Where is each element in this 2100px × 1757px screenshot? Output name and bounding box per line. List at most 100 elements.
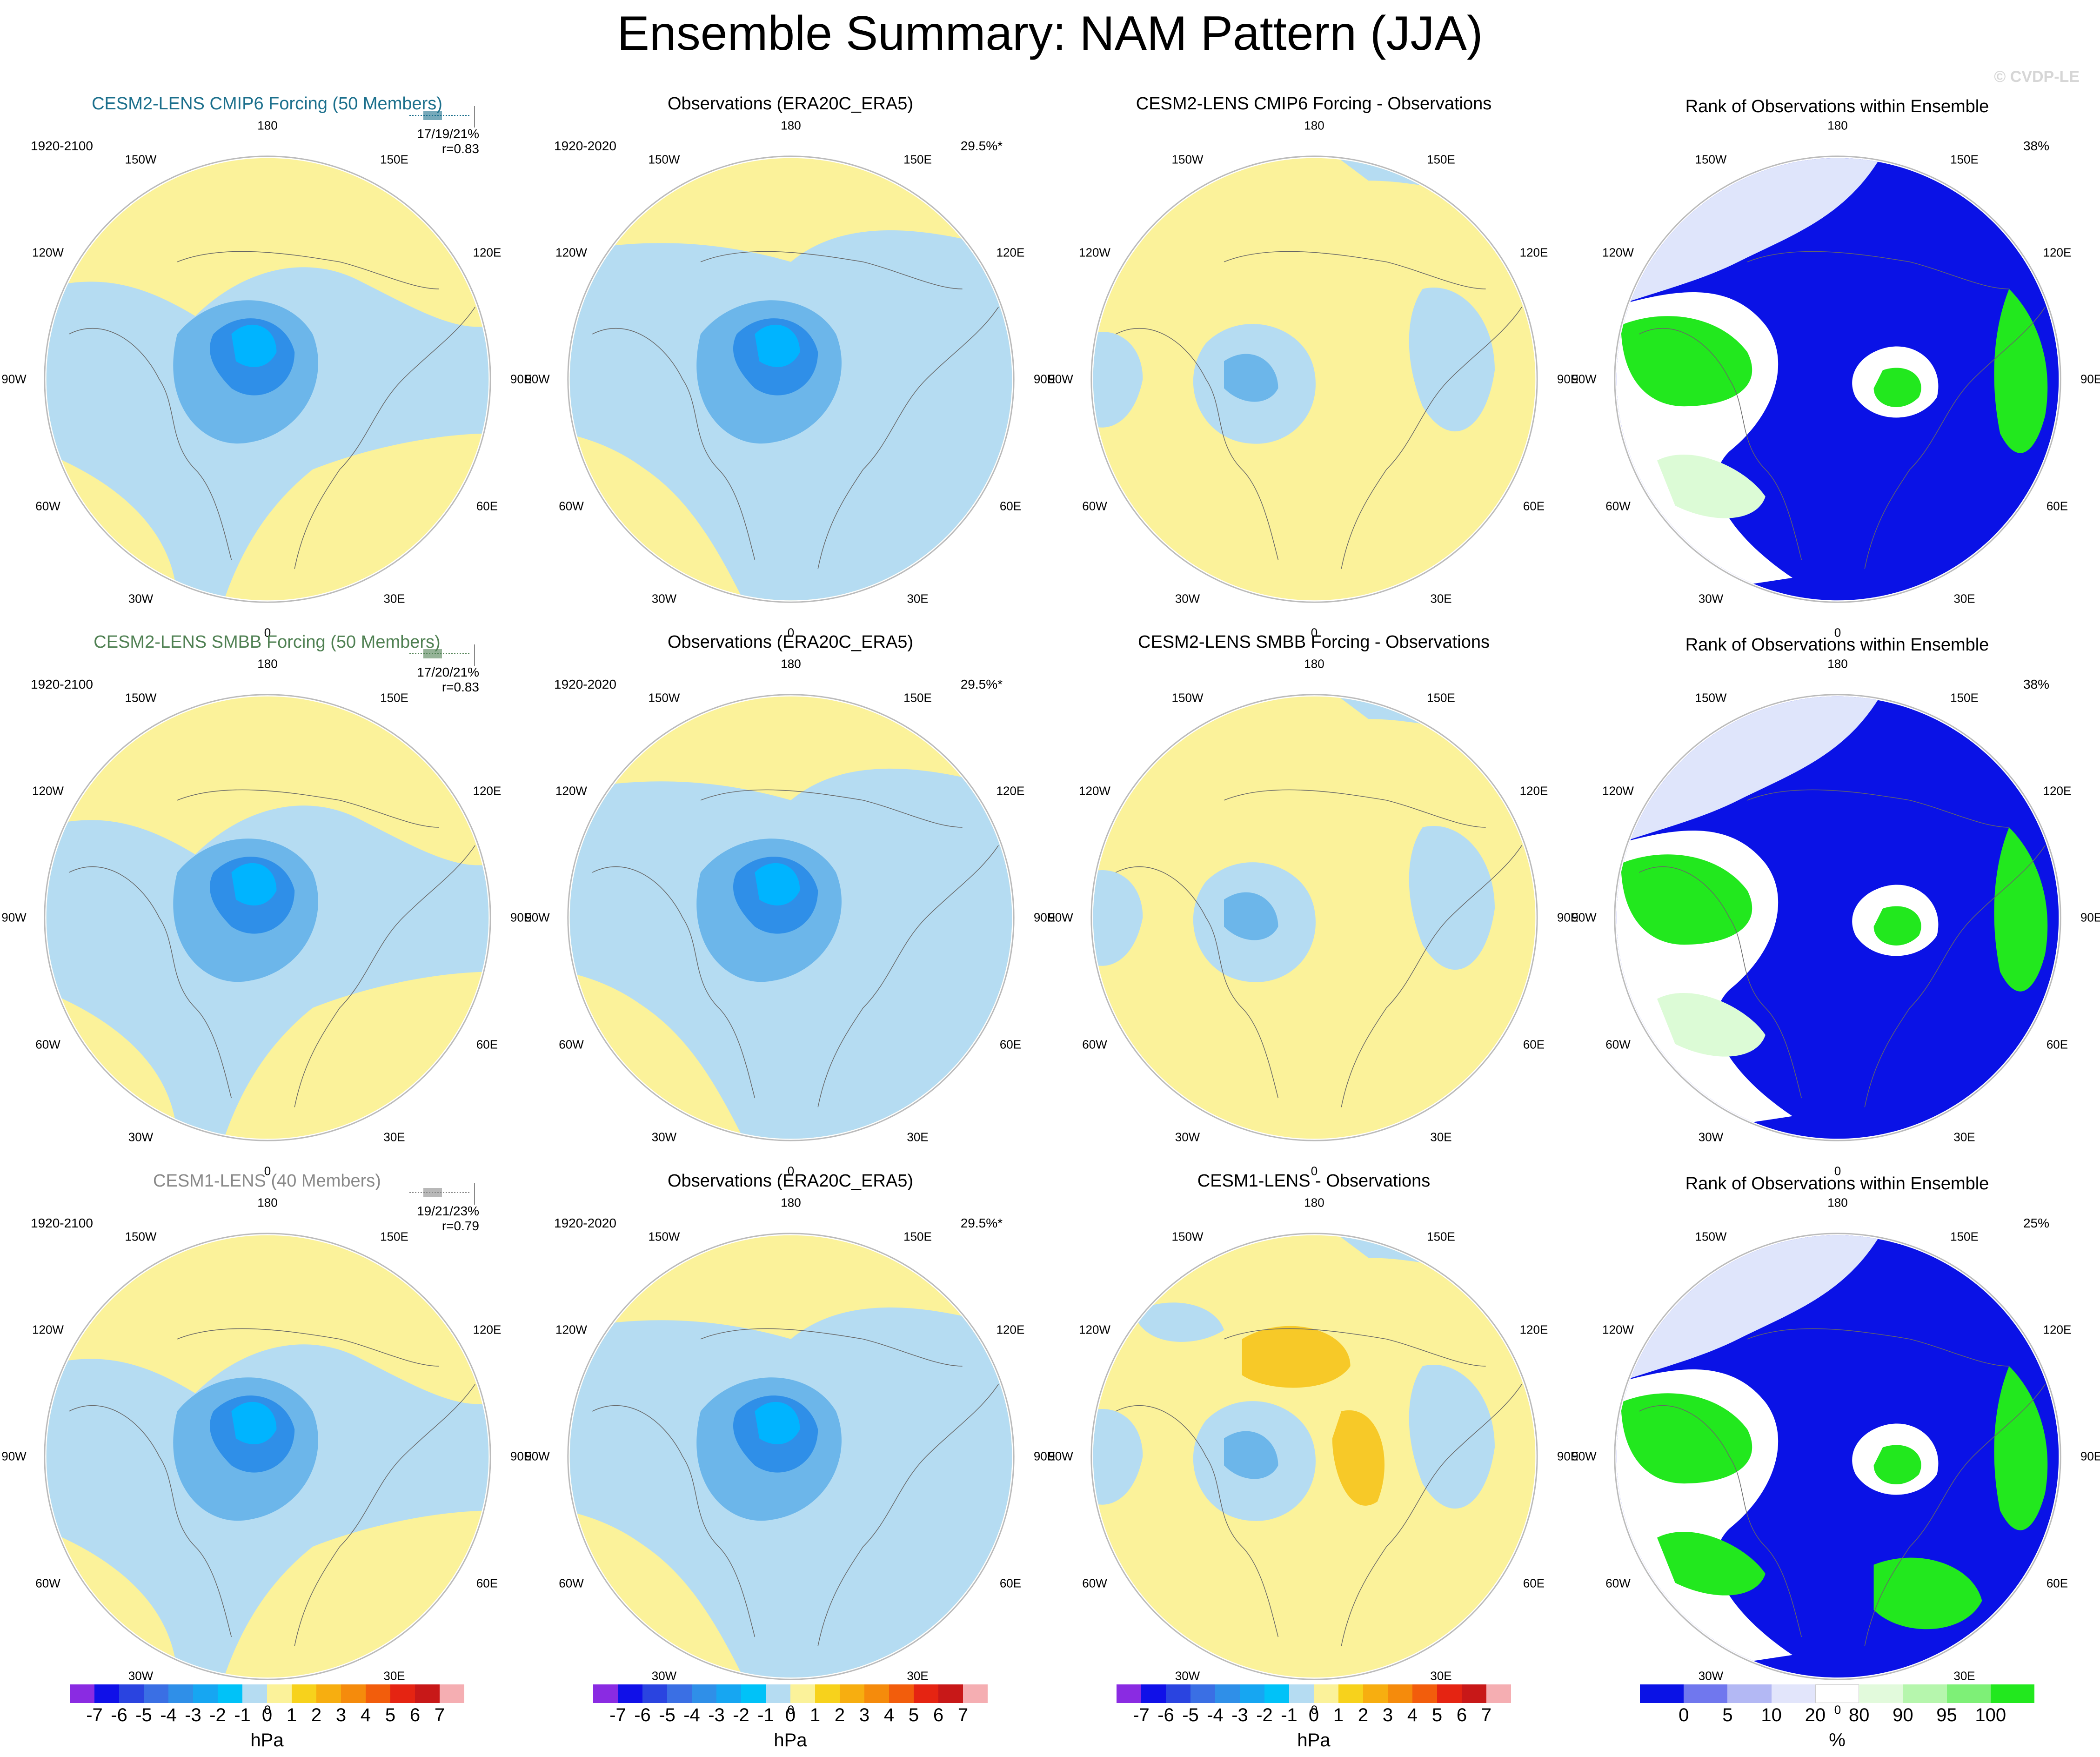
- lon-label: 60W: [559, 499, 584, 513]
- lon-label: 60W: [559, 1576, 584, 1590]
- lon-label: 90E: [1033, 1449, 1056, 1463]
- lon-label: 120E: [996, 784, 1025, 798]
- panel-title: Rank of Observations within Ensemble: [1685, 635, 1989, 655]
- colorbar-tick: 5: [1431, 1705, 1443, 1725]
- lon-label: 120W: [32, 784, 64, 798]
- lon-label: 30W: [1698, 1130, 1724, 1144]
- colorbar-swatch: [815, 1684, 840, 1703]
- colorbar-tick: -2: [733, 1705, 749, 1725]
- lon-label: 30W: [651, 591, 677, 606]
- colorbar-tick: 4: [883, 1705, 895, 1725]
- time-range-label: 1920-2020: [554, 139, 616, 153]
- lon-label: 0: [1834, 625, 1841, 640]
- lon-label: 90W: [1048, 372, 1073, 386]
- lon-label: 60E: [1523, 1037, 1545, 1051]
- lon-label: 30E: [907, 1130, 929, 1144]
- variance-percentiles: 17/20/21%: [417, 665, 479, 679]
- lon-label: 30W: [128, 591, 154, 606]
- lon-label: 120W: [32, 1322, 64, 1336]
- lon-label: 90W: [1, 910, 27, 925]
- colorbar-tick: 95: [1936, 1705, 1957, 1725]
- lon-label: 30E: [907, 591, 929, 606]
- cvdp-watermark: © CVDP-LE: [1994, 68, 2080, 86]
- lon-label: 30W: [128, 1130, 154, 1144]
- explained-variance-label: 38%: [2023, 139, 2049, 153]
- lon-label: 90W: [525, 910, 550, 925]
- colorbar-swatches: [1640, 1684, 2034, 1703]
- lon-label: 30E: [1953, 1669, 1975, 1683]
- lon-label: 30E: [1953, 591, 1975, 606]
- colorbar-tick: -3: [1231, 1705, 1248, 1725]
- lon-label: 180: [781, 1195, 801, 1210]
- lon-label: 180: [1827, 657, 1848, 671]
- panel-title: Observations (ERA20C_ERA5): [668, 632, 913, 652]
- colorbar-swatch: [1990, 1684, 2034, 1703]
- panel-title: CESM2-LENS SMBB Forcing (50 Members): [94, 632, 441, 652]
- lon-label: 120W: [1602, 245, 1634, 259]
- panel-obs-row1: Observations (ERA20C_ERA5) 1920-2020 29.5%…: [525, 93, 1055, 640]
- polar-map-diff: [1090, 1233, 1538, 1680]
- lon-label: 150E: [903, 691, 932, 705]
- lon-label: 120E: [1519, 1322, 1548, 1336]
- time-range-label: 1920-2100: [31, 139, 93, 153]
- lon-label: 0: [787, 1164, 795, 1178]
- colorbar-tick: 7: [957, 1705, 969, 1725]
- colorbar-swatch: [1289, 1684, 1314, 1703]
- lon-label: 90W: [525, 1449, 550, 1463]
- colorbar-tick: 5: [1722, 1705, 1733, 1725]
- polar-map-obs: [567, 694, 1015, 1141]
- colorbar-colorbar_hpa: -7 -6 -5 -4 -3 -2 -1 0 1 2 3 4 5 6 7 hPa: [593, 1684, 988, 1754]
- colorbar-tick: 3: [335, 1705, 347, 1725]
- panel-model-row2: CESM2-LENS SMBB Forcing (50 Members) 1920…: [1, 631, 532, 1178]
- colorbar-swatch: [440, 1684, 464, 1703]
- coastline-outline: [592, 789, 999, 1107]
- colorbar-tick: 0: [1679, 1705, 1689, 1725]
- colorbar-tick: 6: [409, 1705, 421, 1725]
- colorbar-tick: 90: [1893, 1705, 1913, 1725]
- lon-label: 60W: [1082, 1576, 1107, 1590]
- lon-label: 150E: [1427, 152, 1455, 167]
- time-range-label: 1920-2100: [31, 677, 93, 691]
- lon-label: 180: [1827, 118, 1848, 133]
- colorbar-swatch: [889, 1684, 914, 1703]
- panel-obs-row2: Observations (ERA20C_ERA5) 1920-2020 29.5%…: [525, 631, 1056, 1178]
- lon-label: 180: [1827, 1195, 1848, 1210]
- lon-label: 90E: [1033, 910, 1056, 925]
- lon-label: 60W: [1605, 499, 1631, 513]
- lon-label: 150E: [1950, 152, 1979, 167]
- coastline-outline: [68, 789, 475, 1107]
- colorbar-swatch: [692, 1684, 716, 1703]
- lon-label: 60E: [2046, 1576, 2068, 1590]
- colorbar-swatch: [341, 1684, 366, 1703]
- colorbar-swatch: [1141, 1684, 1166, 1703]
- colorbar-swatches: [1117, 1684, 1511, 1703]
- lon-label: 180: [781, 657, 801, 671]
- colorbar-tick: -4: [160, 1705, 177, 1725]
- ensemble-stats: 19/21/23% r=0.79: [417, 1204, 479, 1234]
- panel-title: Rank of Observations within Ensemble: [1685, 1174, 1989, 1194]
- colorbar-swatch: [840, 1684, 864, 1703]
- explained-variance-label: 25%: [2023, 1216, 2049, 1230]
- colorbar-tick: -1: [1281, 1705, 1297, 1725]
- panel-diff-row2: CESM2-LENS SMBB Forcing - Observations 18…: [1048, 631, 1578, 1178]
- colorbar-tick: 80: [1848, 1705, 1870, 1725]
- polar-map-model: [44, 1233, 491, 1680]
- lon-label: 150W: [1171, 691, 1204, 705]
- colorbar-tick: -4: [683, 1705, 700, 1725]
- lon-label: 60W: [1605, 1576, 1631, 1590]
- lon-label: 60W: [1605, 1037, 1631, 1051]
- lon-label: 30E: [383, 1130, 405, 1144]
- lon-label: 120W: [555, 784, 587, 798]
- panel-rank-row2: Rank of Observations within Ensemble 38% 1…: [1572, 631, 2100, 1178]
- polar-map-rank: [1614, 155, 2061, 603]
- colorbar-tick: 10: [1761, 1705, 1782, 1725]
- colorbar-tick: 2: [1358, 1705, 1369, 1725]
- lon-label: 0: [787, 1703, 795, 1717]
- ensemble-spread-whisker: [409, 106, 475, 127]
- panel-diff-row3: CESM1-LENS - Observations 180 150E 120E 90E 6…: [1048, 1170, 1578, 1717]
- panel-rank-row1: Rank of Observations within Ensemble 38% 1…: [1572, 93, 2100, 640]
- colorbar-swatch: [119, 1684, 144, 1703]
- colorbar-tick: 2: [834, 1705, 845, 1725]
- polar-map-diff: [1090, 694, 1538, 1141]
- pattern-correlation: r=0.79: [441, 1219, 479, 1233]
